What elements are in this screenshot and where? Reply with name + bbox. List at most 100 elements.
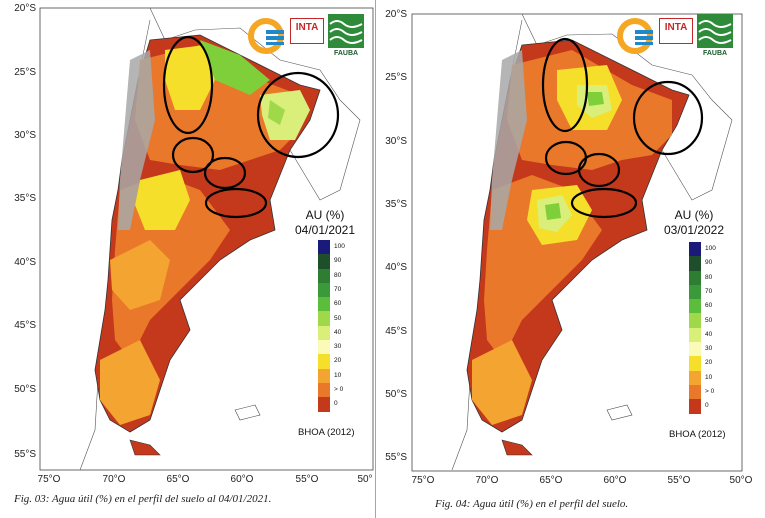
legend-tick-label: 20 [705, 359, 713, 367]
zone-mid-south [100, 340, 160, 425]
legend-tick-label: 80 [705, 273, 713, 281]
highlight-ellipse [256, 71, 340, 159]
legend-tick-label: 10 [705, 373, 713, 381]
highlight-ellipse [632, 80, 704, 156]
legend-tick-label: 70 [705, 287, 713, 295]
lat-label: 40°S [385, 262, 407, 273]
andes-gray [118, 50, 155, 230]
malvinas [606, 404, 633, 421]
zone-green-north [200, 40, 270, 95]
andes-gray [490, 50, 527, 230]
lon-label: 60°O [603, 475, 627, 486]
legend-swatch [689, 299, 701, 314]
sun-logo-icon [617, 18, 653, 54]
legend-swatch [689, 399, 701, 414]
lon-label: 75°O [411, 475, 435, 486]
legend-swatch [689, 342, 701, 357]
inta-logo-text: INTA [664, 22, 688, 33]
lat-label: 50°S [385, 389, 407, 400]
legend-swatch [689, 242, 701, 257]
inta-logo-text: INTA [295, 22, 319, 33]
lat-label: 55°S [14, 449, 36, 460]
lat-label: 20°S [14, 3, 36, 14]
figure-caption: Fig. 03: Agua útil (%) en el perfil del … [14, 493, 272, 505]
legend-tick-label: 90 [334, 257, 342, 265]
legend-tick-label: 100 [334, 243, 345, 250]
lat-label: 45°S [385, 326, 407, 337]
fauba-logo-text: FAUBA [702, 50, 728, 57]
tierra-del-fuego [501, 439, 533, 456]
legend-swatch [318, 254, 330, 269]
legend-tick-label: 50 [334, 314, 342, 322]
legend-swatch [689, 384, 701, 400]
highlight-ellipse [204, 187, 268, 219]
lon-label: 50° [357, 474, 373, 485]
legend-swatch [689, 356, 701, 371]
legend-date: 04/01/2021 [294, 223, 356, 237]
malvinas [234, 404, 261, 421]
zone-green-core [268, 100, 285, 125]
inta-logo: INTA [659, 18, 693, 44]
zone-mid-west [110, 240, 170, 310]
panel-divider [375, 0, 376, 518]
lat-label: 35°S [14, 193, 36, 204]
legend-tick-label: 80 [334, 271, 342, 279]
legend-title: AU (%) [674, 208, 714, 222]
legend-tick-label: 90 [705, 259, 713, 267]
lon-label: 70°O [475, 475, 499, 486]
map-fig04 [411, 13, 743, 472]
lat-label: 25°S [385, 72, 407, 83]
fauba-logo-text: FAUBA [333, 50, 359, 57]
lon-label: 50°O [729, 475, 753, 486]
lon-label: 55°O [667, 475, 691, 486]
map-panel-fig04: INTA FAUBA 20°S 25°S 30°S 35°S 40°S 45°S… [377, 0, 765, 518]
fauba-logo: FAUBA [328, 14, 364, 62]
legend-date: 03/01/2022 [663, 223, 725, 237]
legend-swatch [318, 397, 330, 412]
lat-label: 25°S [14, 67, 36, 78]
legend-tick-label: 60 [334, 300, 342, 308]
legend-tick-label: 40 [705, 330, 713, 338]
legend-swatch [318, 268, 330, 283]
legend-tick-label: 0 [334, 400, 338, 408]
highlight-ellipse [541, 37, 589, 133]
highlight-ellipse [570, 187, 638, 219]
legend-tick-label: 60 [705, 302, 713, 310]
lon-label: 55°O [295, 474, 319, 485]
inta-logo: INTA [290, 18, 324, 44]
lat-label: 20°S [385, 9, 407, 20]
highlight-ellipse [203, 156, 247, 190]
legend-swatch [689, 284, 701, 300]
legend-swatch [318, 340, 330, 355]
lon-label: 65°O [166, 474, 190, 485]
lat-label: 55°S [385, 452, 407, 463]
zone-green-core [545, 203, 561, 220]
highlight-ellipse [577, 152, 621, 188]
highlight-ellipse [162, 35, 214, 135]
legend-swatch [318, 297, 330, 312]
legend-swatch [318, 382, 330, 398]
lon-label: 75°O [37, 474, 61, 485]
legend-tick-label: 100 [705, 245, 716, 252]
zone-yellow-north [165, 45, 215, 110]
figure-caption: Fig. 04: Agua útil (%) en el perfil del … [435, 498, 629, 510]
lon-label: 70°O [102, 474, 126, 485]
legend-swatch [318, 325, 330, 341]
lat-label: 30°S [385, 136, 407, 147]
source-label: BHOA (2012) [669, 429, 726, 440]
legend-tick-label: 30 [705, 345, 713, 353]
legend-swatch [689, 327, 701, 343]
map-fig03 [39, 7, 374, 471]
legend-tick-label: 10 [334, 371, 342, 379]
legend-tick-label: 30 [334, 343, 342, 351]
legend-title: AU (%) [305, 208, 345, 222]
fauba-logo: FAUBA [697, 14, 733, 62]
legend-swatch [318, 368, 330, 383]
legend-swatch [689, 370, 701, 385]
zone-yellow-center [135, 170, 190, 230]
highlight-ellipse [171, 136, 215, 174]
legend-swatch [318, 311, 330, 326]
zone-green-core [587, 92, 604, 106]
lat-label: 50°S [14, 384, 36, 395]
legend-tick-label: > 0 [705, 388, 715, 395]
